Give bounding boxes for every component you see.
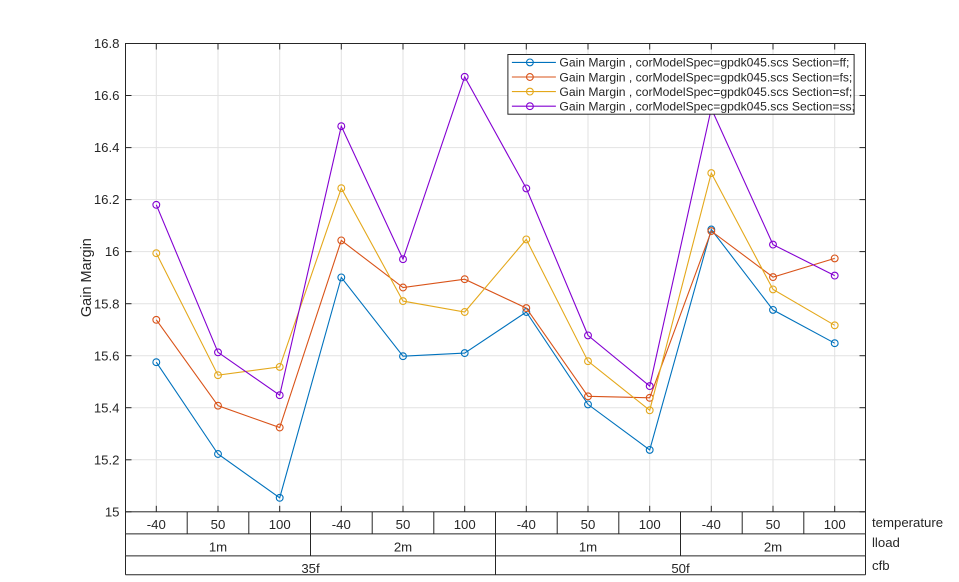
svg-text:2m: 2m xyxy=(394,539,412,554)
svg-text:-40: -40 xyxy=(517,517,536,532)
svg-text:16.8: 16.8 xyxy=(94,36,120,51)
svg-text:35f: 35f xyxy=(301,561,320,576)
svg-text:Gain Margin , corModelSpec=gpd: Gain Margin , corModelSpec=gpdk045.scs S… xyxy=(559,70,852,84)
svg-text:100: 100 xyxy=(824,517,846,532)
svg-text:15.8: 15.8 xyxy=(94,296,120,311)
svg-text:-40: -40 xyxy=(702,517,721,532)
svg-text:16.4: 16.4 xyxy=(94,140,120,155)
svg-text:15.2: 15.2 xyxy=(94,452,120,467)
svg-text:Gain Margin: Gain Margin xyxy=(79,238,95,317)
svg-text:15: 15 xyxy=(105,504,120,519)
svg-text:50f: 50f xyxy=(671,561,690,576)
svg-text:1m: 1m xyxy=(579,539,597,554)
svg-text:100: 100 xyxy=(639,517,661,532)
svg-text:cfb: cfb xyxy=(872,558,890,573)
svg-text:50: 50 xyxy=(396,517,411,532)
svg-text:-40: -40 xyxy=(147,517,166,532)
svg-text:100: 100 xyxy=(454,517,476,532)
svg-text:50: 50 xyxy=(211,517,226,532)
svg-text:2m: 2m xyxy=(764,539,782,554)
svg-text:temperature: temperature xyxy=(872,515,943,530)
svg-text:15.6: 15.6 xyxy=(94,348,120,363)
svg-text:Gain Margin , corModelSpec=gpd: Gain Margin , corModelSpec=gpdk045.scs S… xyxy=(559,100,855,114)
svg-text:100: 100 xyxy=(269,517,291,532)
svg-text:1m: 1m xyxy=(209,539,227,554)
svg-text:15.4: 15.4 xyxy=(94,400,120,415)
svg-text:-40: -40 xyxy=(332,517,351,532)
svg-text:16: 16 xyxy=(105,244,120,259)
svg-text:50: 50 xyxy=(766,517,781,532)
svg-text:Gain Margin , corModelSpec=gpd: Gain Margin , corModelSpec=gpdk045.scs S… xyxy=(559,85,852,99)
svg-text:16.2: 16.2 xyxy=(94,192,120,207)
svg-text:lload: lload xyxy=(872,535,900,550)
svg-text:16.6: 16.6 xyxy=(94,88,120,103)
svg-text:50: 50 xyxy=(581,517,596,532)
svg-text:Gain Margin , corModelSpec=gpd: Gain Margin , corModelSpec=gpdk045.scs S… xyxy=(559,56,849,70)
